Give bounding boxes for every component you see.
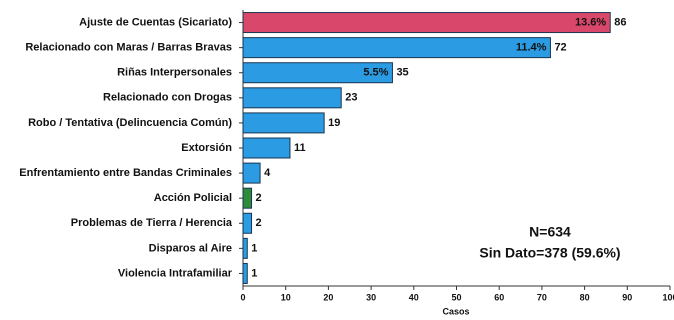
value-label: 86	[614, 16, 626, 28]
y-tick-label: Ajuste de Cuentas (Sicariato)	[79, 16, 232, 28]
value-label: 2	[256, 192, 262, 204]
x-tick-label: 70	[537, 292, 547, 302]
percent-label: 13.6%	[575, 16, 606, 28]
y-tick-label: Robo / Tentativa (Delincuencia Común)	[28, 117, 232, 129]
bar	[242, 162, 261, 184]
bar	[242, 187, 253, 209]
bar	[242, 12, 611, 34]
bar	[242, 87, 342, 109]
x-tick-label: 90	[622, 292, 632, 302]
value-label: 1	[251, 242, 257, 254]
y-tick-label: Disparos al Aire	[149, 242, 232, 254]
value-label: 11	[294, 142, 306, 154]
annotation: N=634	[529, 224, 571, 240]
x-tick-label: 50	[451, 292, 461, 302]
bar	[242, 237, 248, 259]
value-label: 72	[554, 42, 566, 54]
bar	[242, 37, 551, 59]
y-tick-label: Acción Policial	[154, 192, 232, 204]
value-label: 23	[345, 92, 357, 104]
percent-label: 11.4%	[516, 42, 547, 54]
value-label: 1	[251, 267, 257, 279]
x-tick-label: 100	[662, 292, 674, 302]
x-axis-label: Casos	[442, 306, 469, 316]
x-tick-label: 40	[409, 292, 419, 302]
bar	[242, 137, 291, 159]
bar	[242, 262, 248, 284]
x-tick-label: 0	[240, 292, 245, 302]
bar	[242, 112, 325, 134]
value-label: 2	[256, 217, 262, 229]
value-label: 19	[328, 117, 340, 129]
y-tick-label: Enfrentamiento entre Bandas Criminales	[19, 167, 232, 179]
y-tick-label: Extorsión	[181, 142, 232, 154]
bar	[242, 212, 253, 234]
x-tick-label: 80	[580, 292, 590, 302]
value-label: 35	[396, 67, 408, 79]
y-tick-label: Relacionado con Drogas	[103, 92, 232, 104]
x-tick-label: 60	[494, 292, 504, 302]
y-tick-label: Violencia Intrafamiliar	[118, 267, 233, 279]
x-tick-label: 20	[323, 292, 333, 302]
y-tick-label: Relacionado con Maras / Barras Bravas	[25, 42, 232, 54]
x-tick-label: 30	[366, 292, 376, 302]
bar	[242, 62, 393, 84]
percent-label: 5.5%	[363, 67, 388, 79]
x-tick-label: 10	[281, 292, 291, 302]
y-tick-label: Problemas de Tierra / Herencia	[71, 217, 233, 229]
y-tick-label: Riñas Interpersonales	[117, 67, 232, 79]
annotation: Sin Dato=378 (59.6%)	[479, 245, 620, 261]
value-label: 4	[264, 167, 271, 179]
